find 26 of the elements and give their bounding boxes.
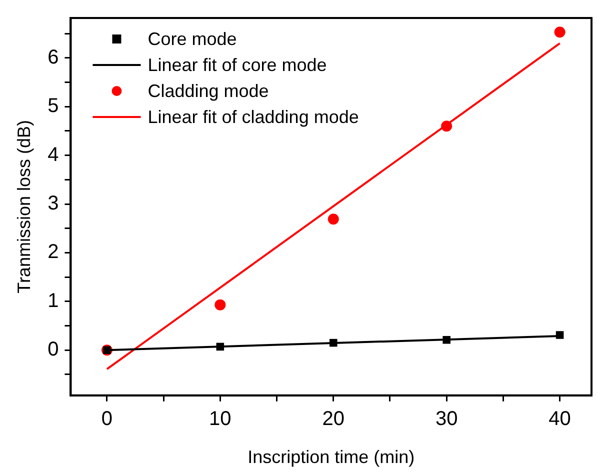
y-axis-title: Tranmission loss (dB) xyxy=(14,120,34,294)
point xyxy=(329,338,338,347)
point xyxy=(216,342,224,351)
legend-label: Linear fit of core mode xyxy=(148,54,327,75)
y-tick-label: 6 xyxy=(48,46,59,68)
point xyxy=(556,331,564,339)
point xyxy=(214,299,226,310)
x-tick-label: 10 xyxy=(209,408,232,430)
y-tick-label: 0 xyxy=(48,338,59,361)
legend-label: Linear fit of cladding mode xyxy=(148,106,359,127)
point xyxy=(328,214,339,225)
point xyxy=(442,336,450,344)
legend-label: Cladding mode xyxy=(148,80,269,101)
x-tick-label: 0 xyxy=(101,408,113,430)
x-tick-label: 20 xyxy=(322,408,344,430)
y-tick-label: 3 xyxy=(48,192,59,215)
point xyxy=(554,26,566,38)
point xyxy=(441,120,452,132)
y-tick-label: 1 xyxy=(48,290,59,312)
y-tick-label: 4 xyxy=(48,144,59,166)
legend-label: Core mode xyxy=(148,28,237,49)
y-tick-label: 2 xyxy=(48,241,59,264)
x-axis-title: Inscription time (min) xyxy=(248,447,415,468)
x-tick-label: 30 xyxy=(435,408,458,430)
x-tick-label: 40 xyxy=(548,408,571,430)
y-tick-label: 5 xyxy=(48,95,59,118)
